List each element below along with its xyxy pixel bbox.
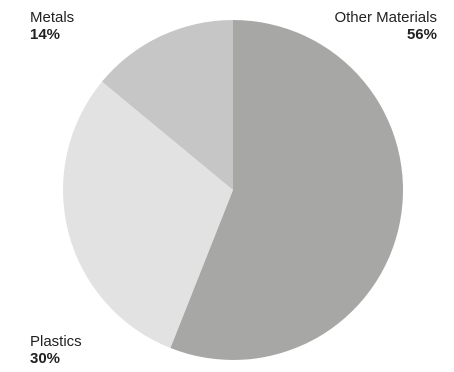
pie-slice-other-materials [170,20,404,360]
slice-label-plastics: Plastics 30% [30,333,82,367]
slice-label-other-materials: Other Materials 56% [334,9,437,43]
slice-percent-plastics: 30% [30,350,61,367]
slice-label-metals: Metals 14% [30,9,74,43]
pie-slice-metals [102,20,233,190]
slice-name-plastics: Plastics [30,333,82,350]
slice-name-metals: Metals [30,9,75,26]
slice-percent-metals: 14% [30,26,61,43]
slice-percent-other-materials: 56% [406,26,437,43]
slice-name-other-materials: Other Materials [334,9,437,26]
pie-slice-plastics [63,81,233,349]
